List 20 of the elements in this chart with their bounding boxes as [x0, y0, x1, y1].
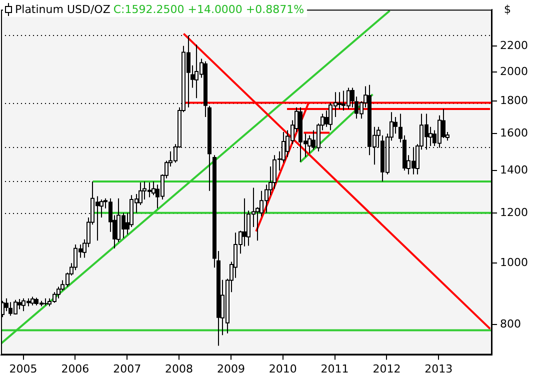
x-tick-label: 2006: [61, 362, 90, 376]
y-axis-title: $: [504, 3, 511, 16]
y-tick-label: 1200: [500, 206, 528, 219]
x-tick-label: 2011: [320, 362, 349, 376]
x-tick-label: 2007: [113, 362, 142, 376]
x-tick-label: 2009: [216, 362, 245, 376]
x-tick-label: 2005: [9, 362, 38, 376]
y-tick-label: 1000: [500, 256, 528, 270]
x-tick-label: 2013: [424, 362, 453, 376]
y-tick-label: 1800: [500, 94, 528, 108]
chart-title: Platinum USD/OZ: [15, 3, 110, 16]
y-tick-label: 1400: [500, 163, 528, 176]
chart-subtitle: C:1592.2500 +14.0000 +0.8871%: [113, 3, 304, 16]
y-tick-label: 2200: [500, 38, 528, 52]
x-tick-label: 2012: [372, 362, 401, 376]
y-tick-label: 1600: [500, 126, 528, 140]
y-tick-label: 2000: [500, 65, 528, 78]
x-tick-label: 2010: [268, 362, 297, 376]
x-tick-label: 2008: [165, 362, 194, 376]
y-tick-label: 800: [500, 317, 522, 330]
